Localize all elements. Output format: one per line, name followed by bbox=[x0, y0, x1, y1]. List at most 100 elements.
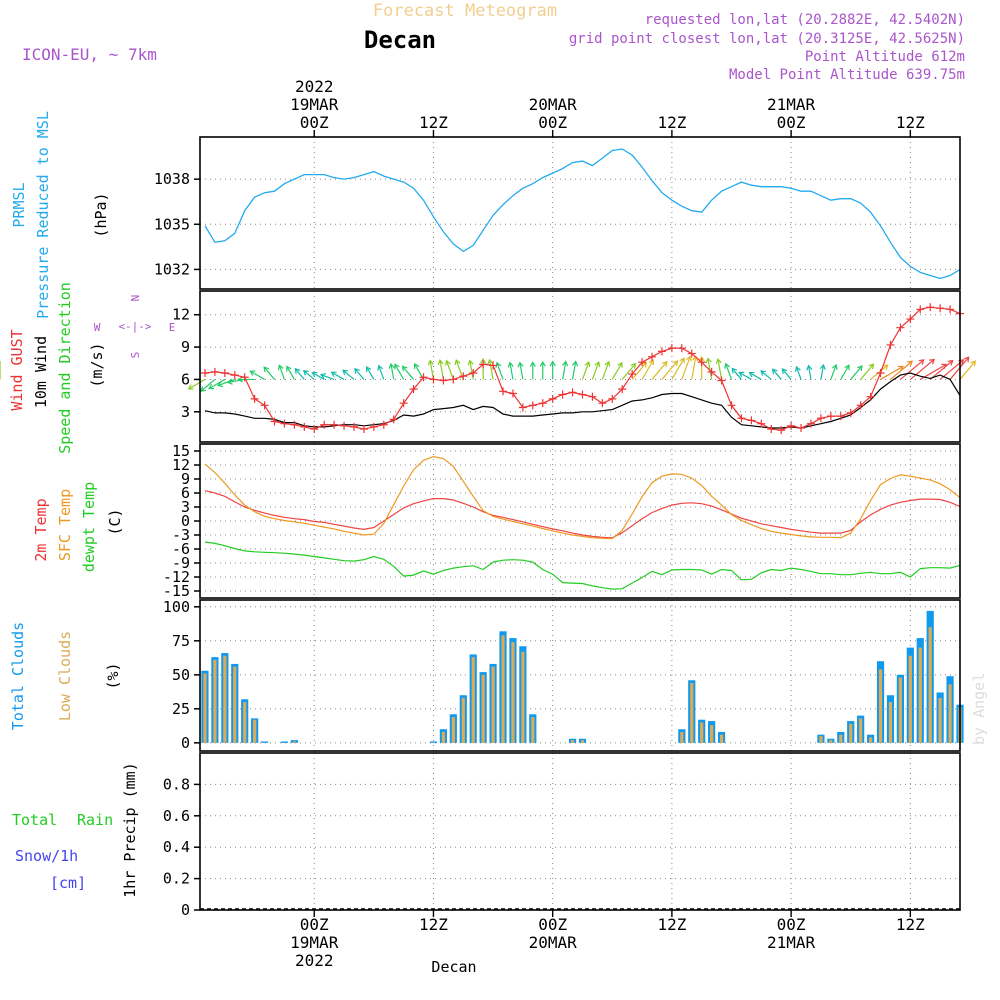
low-cloud-bar bbox=[859, 718, 863, 743]
wind-direction-arrow bbox=[366, 366, 375, 380]
compass-s: S bbox=[129, 352, 142, 359]
wind-direction-arrow bbox=[581, 361, 590, 380]
wind-arrow-head bbox=[311, 371, 318, 378]
low-cloud-bar bbox=[501, 635, 505, 743]
panel-wind: 3 6 9 12 bbox=[0, 290, 977, 443]
wind-arrow-head bbox=[685, 355, 692, 362]
low-cloud-bar bbox=[511, 642, 515, 743]
y-tick-label: 9 bbox=[181, 470, 190, 488]
wind-arrow-head bbox=[594, 360, 601, 368]
y-tick-label: 1032 bbox=[154, 260, 190, 278]
low-cloud-bar bbox=[570, 740, 575, 743]
model-label: ICON-EU, ~ 7km bbox=[22, 45, 157, 64]
gust-marker bbox=[906, 315, 915, 324]
gust-marker bbox=[578, 390, 587, 399]
gust-marker bbox=[717, 376, 726, 385]
gust-marker bbox=[369, 422, 378, 431]
low-cloud-bar bbox=[819, 736, 823, 743]
wind-direction-arrow bbox=[870, 364, 889, 380]
gust-marker bbox=[210, 367, 219, 376]
wind-arrow-head bbox=[679, 357, 685, 364]
y-tick-label: 1038 bbox=[154, 170, 190, 188]
bottom-date-label: 20MAR bbox=[529, 933, 578, 952]
wind-arrow-head bbox=[454, 358, 461, 366]
gust-marker bbox=[300, 422, 309, 431]
wind-direction-arrow bbox=[286, 366, 295, 380]
precip-label-cm: [cm] bbox=[50, 874, 86, 892]
wind-arrow-head bbox=[705, 357, 712, 364]
gust-marker bbox=[747, 416, 756, 425]
wind-arrow-head bbox=[263, 366, 270, 373]
low-cloud-bar bbox=[888, 702, 893, 743]
wind-direction-arrow bbox=[320, 374, 335, 381]
gust-marker bbox=[687, 349, 696, 358]
bottom-date-label: 21MAR bbox=[767, 933, 816, 952]
wind-direction-arrow bbox=[509, 362, 514, 380]
watermark: by Angel bbox=[970, 673, 988, 745]
wind-arrow-head bbox=[760, 370, 767, 376]
low-cloud-bar bbox=[908, 655, 912, 743]
bottom-time-label: 12Z bbox=[419, 915, 448, 934]
compass-ew-arrow: <-|-> bbox=[118, 320, 151, 333]
total-cloud-bar bbox=[280, 741, 289, 743]
wind-direction-arrow bbox=[781, 368, 792, 380]
wind-direction-arrow bbox=[601, 361, 610, 380]
y-tick-label: 0.2 bbox=[163, 870, 190, 888]
wind-arrow-head bbox=[970, 360, 977, 367]
wind-arrow-head bbox=[571, 360, 579, 367]
gust-marker bbox=[707, 367, 716, 376]
wind-arrow-head bbox=[208, 383, 215, 390]
wind-direction-arrow bbox=[621, 363, 636, 380]
y-tick-label: 15 bbox=[172, 442, 190, 460]
compass-n: N bbox=[129, 295, 142, 302]
wind-arrow-head bbox=[918, 359, 925, 365]
y-tick-label: 6 bbox=[181, 484, 190, 502]
wind-arrow-head bbox=[897, 365, 904, 372]
wind-arrow-head bbox=[539, 360, 546, 367]
wind-arrow-head bbox=[507, 361, 514, 368]
y-tick-label: 75 bbox=[172, 632, 190, 650]
wind-arrow-head bbox=[444, 359, 451, 366]
top-time-label: 12Z bbox=[896, 113, 925, 132]
wind-direction-arrow bbox=[860, 363, 874, 380]
wind-arrow-head bbox=[661, 360, 668, 367]
gust-marker bbox=[816, 414, 825, 423]
wind-arrow-head bbox=[549, 360, 556, 367]
gust-marker bbox=[409, 385, 418, 394]
wind-direction-arrow bbox=[671, 357, 685, 380]
low-cloud-bar bbox=[849, 723, 853, 743]
wind-direction-arrow bbox=[217, 378, 235, 387]
gust-marker bbox=[628, 370, 637, 379]
wind-arrow-head bbox=[672, 360, 679, 367]
gust-marker bbox=[439, 376, 448, 385]
wind-arrow-head bbox=[604, 360, 611, 367]
gust-marker bbox=[648, 352, 657, 361]
y-tick-label: 0.4 bbox=[163, 838, 190, 856]
wind-arrow-head bbox=[641, 361, 648, 368]
gust-marker bbox=[667, 344, 676, 353]
wind-arrow-head bbox=[648, 359, 654, 366]
wind-arrow-head bbox=[302, 369, 309, 376]
gust-marker bbox=[389, 415, 398, 424]
wind-compass: N S W E <-|-> bbox=[94, 295, 176, 359]
wind-arrow-head bbox=[394, 363, 400, 370]
gust-marker bbox=[538, 399, 547, 408]
gust-marker bbox=[459, 372, 468, 381]
wind-direction-arrow bbox=[772, 368, 782, 380]
low-cloud-bar bbox=[441, 731, 445, 743]
gust-marker bbox=[588, 392, 597, 401]
gust-marker bbox=[200, 368, 209, 377]
wind-direction-arrow bbox=[681, 356, 691, 380]
low-cloud-bar bbox=[839, 734, 843, 743]
gust-marker bbox=[896, 323, 905, 332]
gust-marker bbox=[270, 417, 279, 426]
low-cloud-bar bbox=[481, 674, 485, 743]
gust-marker bbox=[677, 344, 686, 353]
wind-arrow-head bbox=[216, 381, 224, 388]
wind-arrow-head bbox=[529, 361, 536, 367]
wind-direction-arrow bbox=[489, 359, 494, 380]
temp-label-sfc: SFC Temp bbox=[56, 489, 74, 561]
wind-direction-arrow bbox=[641, 359, 654, 380]
wind-arrow-head bbox=[844, 364, 850, 371]
low-cloud-bar bbox=[243, 702, 247, 743]
